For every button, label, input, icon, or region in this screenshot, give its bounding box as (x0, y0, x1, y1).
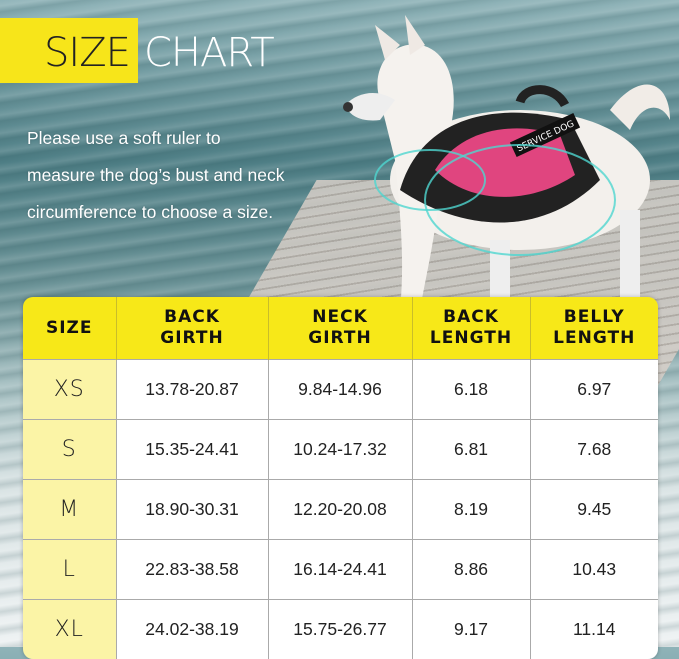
size-cell: XS (23, 360, 116, 420)
measurement-cell: 18.90-30.31 (116, 480, 268, 540)
measurement-cell: 7.68 (530, 420, 658, 480)
column-header-line: LENGTH (532, 328, 658, 349)
column-header-line: NECK (270, 307, 411, 328)
column-header: SIZE (23, 297, 116, 360)
measuring-instructions: Please use a soft ruler to measure the d… (27, 120, 357, 231)
column-header-line: BACK (414, 307, 529, 328)
column-header-line: GIRTH (118, 328, 267, 349)
measurement-cell: 6.97 (530, 360, 658, 420)
measurement-cell: 10.43 (530, 540, 658, 600)
measurement-cell: 6.18 (412, 360, 530, 420)
instruction-line: measure the dog’s bust and neck (27, 157, 357, 194)
measurement-cell: 22.83-38.58 (116, 540, 268, 600)
dog-in-harness-image: SERVICE DOG (340, 10, 679, 310)
measurement-cell: 8.86 (412, 540, 530, 600)
title-chart: CHART (144, 30, 274, 76)
measurement-cell: 24.02-38.19 (116, 600, 268, 659)
measurement-cell: 16.14-24.41 (268, 540, 412, 600)
measurement-cell: 11.14 (530, 600, 658, 659)
measurement-cell: 9.45 (530, 480, 658, 540)
measurement-cell: 6.81 (412, 420, 530, 480)
size-cell: S (23, 420, 116, 480)
title-size: SIZE (44, 30, 130, 76)
measurement-cell: 9.84-14.96 (268, 360, 412, 420)
measurement-cell: 8.19 (412, 480, 530, 540)
size-cell: L (23, 540, 116, 600)
column-header-line: SIZE (24, 318, 115, 339)
column-header-line: GIRTH (270, 328, 411, 349)
measurement-cell: 15.75-26.77 (268, 600, 412, 659)
measurement-cell: 10.24-17.32 (268, 420, 412, 480)
measurement-cell: 12.20-20.08 (268, 480, 412, 540)
measurement-cell: 15.35-24.41 (116, 420, 268, 480)
column-header-line: LENGTH (414, 328, 529, 349)
instruction-line: circumference to choose a size. (27, 194, 357, 231)
column-header-line: BACK (118, 307, 267, 328)
measurement-cell: 9.17 (412, 600, 530, 659)
instruction-line: Please use a soft ruler to (27, 120, 357, 157)
size-cell: XL (23, 600, 116, 659)
size-cell: M (23, 480, 116, 540)
measurement-cell: 13.78-20.87 (116, 360, 268, 420)
column-header-line: BELLY (532, 307, 658, 328)
